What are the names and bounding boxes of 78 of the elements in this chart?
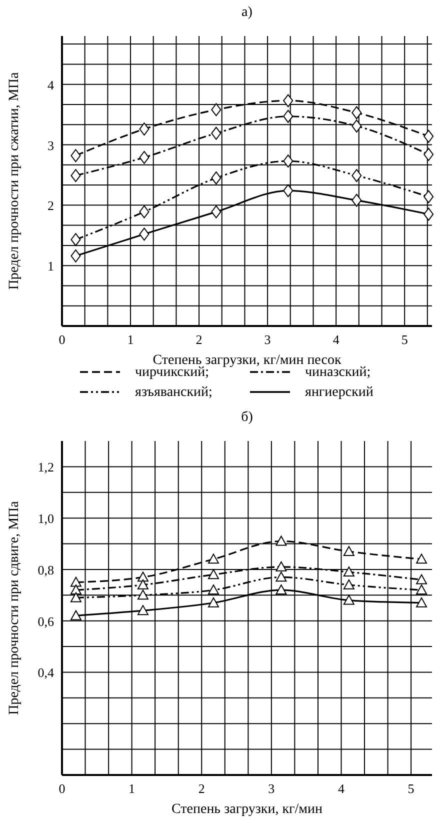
- point: [352, 169, 362, 182]
- point: [70, 610, 82, 620]
- point: [352, 106, 362, 120]
- x-tick-label: 1: [127, 332, 134, 347]
- y-tick-label: 3: [48, 138, 54, 153]
- legend-label: янгиерский: [305, 385, 374, 400]
- point: [352, 120, 362, 133]
- point: [424, 208, 434, 221]
- point: [211, 205, 222, 218]
- point: [137, 605, 148, 616]
- x-tick-label: 0: [58, 781, 66, 796]
- y-tick-label: 0,8: [38, 562, 54, 578]
- point: [137, 572, 148, 582]
- point: [139, 205, 150, 218]
- point: [70, 233, 81, 246]
- point: [416, 597, 428, 608]
- y-axis-title: Предел прочности при сжатии, МПа: [7, 72, 22, 290]
- point: [416, 574, 428, 584]
- point: [137, 590, 148, 600]
- chart-title: а): [242, 5, 253, 20]
- legend-label: чиназский;: [305, 365, 371, 380]
- legend-label: чирчикский;: [135, 365, 210, 380]
- y-tick-label: 1,0: [38, 511, 54, 526]
- x-tick-label: 4: [332, 332, 340, 347]
- point: [343, 579, 354, 590]
- point: [276, 536, 287, 546]
- point: [211, 171, 222, 184]
- point: [139, 122, 150, 136]
- x-tick-label: 2: [196, 332, 202, 347]
- point: [70, 592, 82, 602]
- x-tick-label: 5: [408, 781, 414, 796]
- point: [416, 584, 428, 595]
- y-axis-title: Предел прочности при сдвиге, МПа: [7, 500, 22, 715]
- point: [139, 228, 150, 241]
- x-tick-label: 2: [198, 781, 205, 796]
- point: [343, 566, 354, 577]
- x-axis-title: Степень загрузки, кг/мин: [172, 802, 323, 817]
- point: [211, 126, 222, 140]
- point: [424, 148, 434, 161]
- point: [211, 103, 222, 116]
- x-tick-label: 5: [401, 332, 408, 347]
- y-tick-label: 4: [48, 77, 54, 92]
- x-tick-label: 3: [268, 781, 275, 796]
- chart-title: б): [241, 410, 254, 425]
- point: [276, 561, 287, 572]
- point: [343, 594, 354, 605]
- y-tick-label: 0,4: [38, 665, 54, 680]
- point: [416, 554, 428, 564]
- point: [70, 149, 81, 162]
- x-tick-label: 1: [128, 781, 136, 796]
- point: [283, 94, 294, 108]
- point: [352, 194, 362, 207]
- point: [424, 190, 434, 204]
- point: [208, 554, 219, 564]
- y-tick-label: 1,2: [38, 460, 54, 475]
- point: [276, 572, 287, 582]
- point: [343, 546, 354, 556]
- y-tick-label: 1: [48, 258, 54, 274]
- point: [70, 249, 81, 262]
- x-tick-label: 4: [338, 781, 345, 796]
- point: [139, 150, 150, 164]
- point: [283, 154, 294, 168]
- point: [283, 110, 294, 123]
- point: [70, 584, 82, 595]
- point: [283, 184, 294, 198]
- x-tick-label: 0: [58, 332, 66, 347]
- point: [424, 130, 434, 143]
- point: [70, 169, 81, 182]
- y-tick-label: 2: [48, 198, 54, 214]
- point: [276, 584, 287, 595]
- point: [208, 569, 219, 580]
- point: [137, 579, 148, 590]
- point: [208, 584, 219, 595]
- legend-label: язъяванский;: [135, 385, 212, 400]
- point: [70, 576, 82, 587]
- y-tick-label: 0,6: [38, 614, 54, 629]
- point: [208, 597, 219, 608]
- x-tick-label: 3: [264, 332, 271, 347]
